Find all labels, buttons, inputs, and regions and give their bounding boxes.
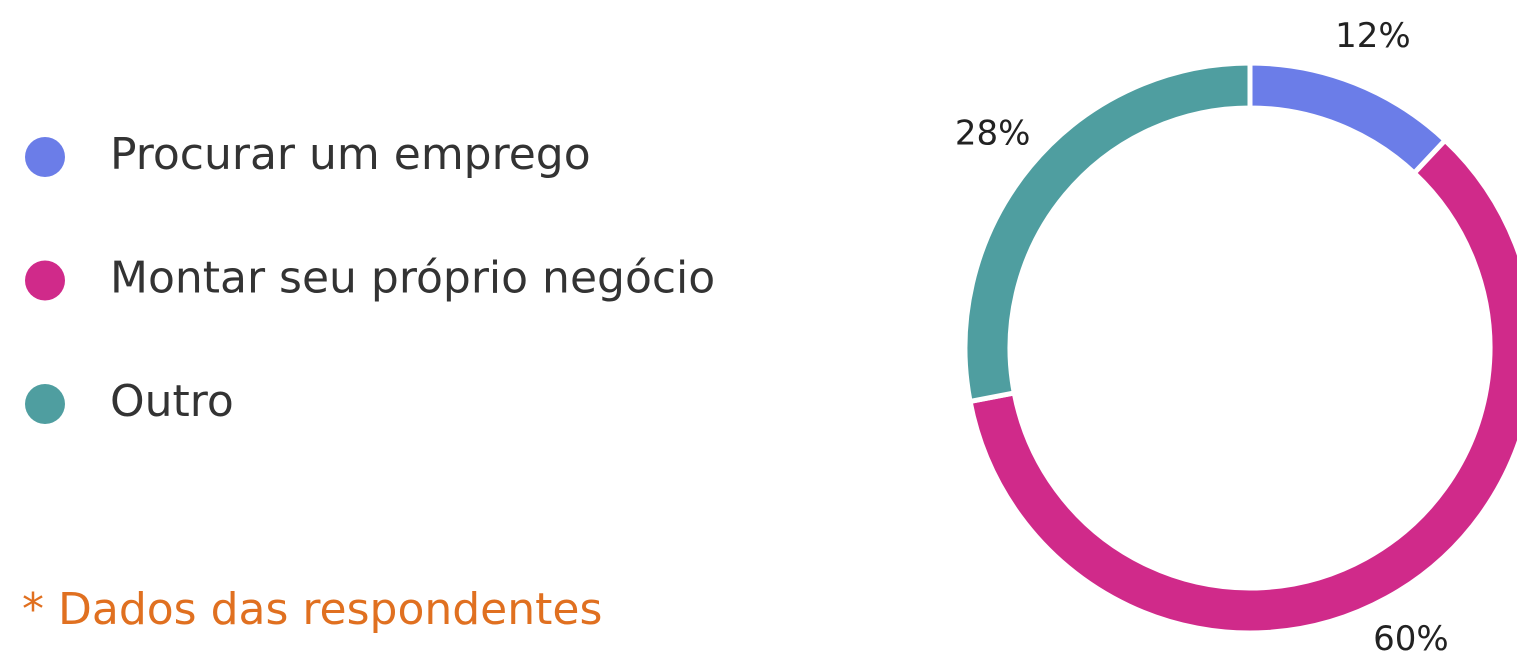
legend-text: Montar seu próprio negócio [110,253,715,304]
donut-segment [1247,60,1449,177]
legend-swatch [25,384,65,424]
legend-swatch [25,137,65,177]
legend-text: Procurar um emprego [110,129,591,180]
donut-segment [962,60,1253,405]
value-label: 12% [1335,16,1411,56]
donut-segment [967,136,1517,636]
footnote: * Dados das respondentes [22,584,602,635]
value-label: 60% [1373,619,1449,659]
legend-swatch [25,260,65,301]
legend-text: Outro [110,376,234,427]
value-label: 28% [955,114,1031,154]
